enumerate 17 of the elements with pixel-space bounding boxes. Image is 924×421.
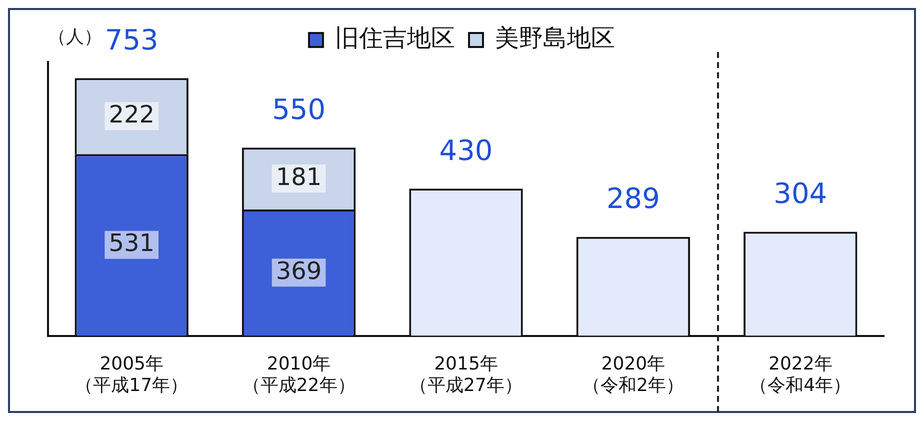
- legend-label: 美野島地区: [495, 24, 615, 52]
- y-axis-title: （人）: [48, 26, 102, 48]
- data-label: 222: [108, 100, 155, 128]
- total-label: 550: [272, 92, 326, 126]
- total-label: 430: [439, 134, 493, 167]
- data-label: 369: [276, 256, 322, 285]
- legend-label: 旧住吉地区: [335, 24, 455, 52]
- data-label: 531: [108, 229, 155, 258]
- x-tick-label: 2010年（平成22年）: [242, 353, 356, 396]
- total-label: 304: [774, 177, 828, 210]
- total-label: 289: [606, 182, 660, 216]
- total-label: 753: [104, 23, 158, 56]
- x-tick-label: 2005年（平成17年）: [75, 353, 188, 396]
- x-tick-label: 2015年（平成27年）: [410, 353, 522, 396]
- x-tick-label: 2022年（令和4年）: [750, 353, 852, 396]
- data-label: 181: [276, 162, 322, 191]
- x-tick-label: 2020年（令和2年）: [582, 353, 684, 396]
